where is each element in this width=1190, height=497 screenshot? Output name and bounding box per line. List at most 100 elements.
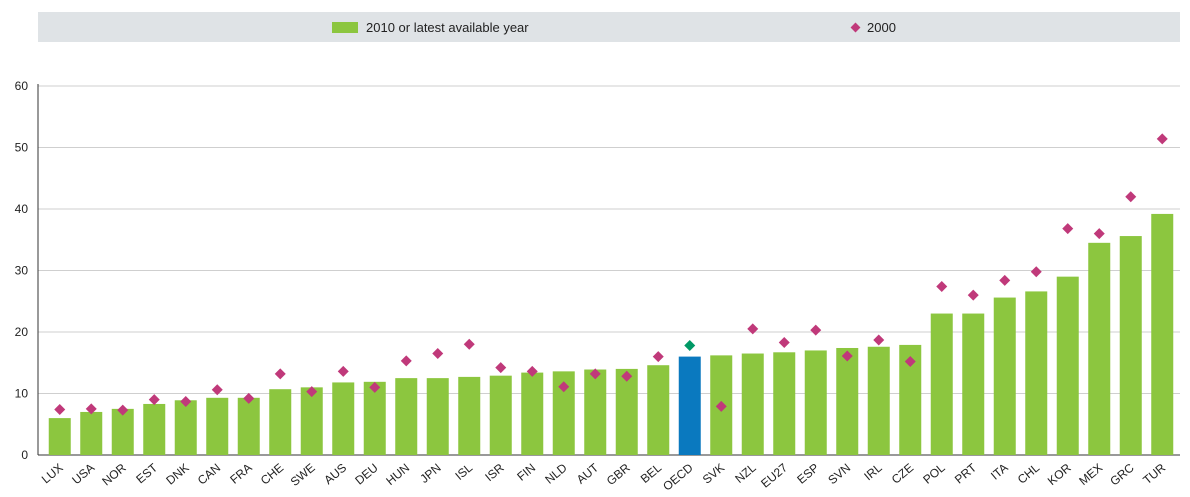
bar-oecd [678, 356, 701, 455]
x-tick-label: KOR [1045, 460, 1074, 488]
marker-can [211, 384, 223, 396]
y-tick-label: 0 [21, 448, 28, 462]
bar-isl [458, 376, 481, 455]
x-tick-label: CZE [889, 461, 916, 487]
bar-mex [1088, 242, 1111, 455]
bar-irl [867, 346, 890, 455]
x-tick-label: NLD [542, 460, 570, 486]
bar-lux [48, 418, 71, 455]
x-tick-label: EST [133, 460, 160, 486]
x-tick-label: ESP [794, 461, 821, 487]
bar-kor [1056, 276, 1079, 455]
y-tick-label: 10 [15, 387, 29, 401]
marker-prt [967, 289, 979, 301]
x-tick-label: SWE [288, 461, 318, 489]
legend-item-2010: 2010 or latest available year [332, 12, 529, 42]
y-tick-label: 50 [15, 141, 29, 155]
marker-eu27 [778, 336, 790, 348]
marker-grc [1125, 191, 1137, 203]
marker-irl [873, 334, 885, 346]
x-tick-label: JPN [417, 461, 443, 486]
marker-mex [1093, 228, 1105, 240]
bar-jpn [426, 378, 449, 455]
marker-cze [904, 356, 916, 368]
x-tick-label: IRL [861, 460, 885, 483]
bar-hun [395, 378, 418, 455]
marker-tur [1156, 133, 1168, 145]
marker-nor [117, 404, 129, 416]
x-tick-label: NZL [732, 460, 759, 486]
x-tick-label: CAN [195, 461, 223, 488]
bar-cze [899, 344, 922, 455]
legend-label-2000: 2000 [867, 19, 896, 35]
x-tick-label: ISR [482, 460, 507, 484]
bar-bel [647, 365, 670, 455]
bar-esp [804, 350, 827, 455]
bar-fin [521, 372, 544, 455]
marker-usa [85, 403, 97, 415]
marker-oecd [684, 340, 696, 352]
x-tick-label: CHL [1015, 460, 1043, 486]
bar-gbr [615, 368, 638, 455]
legend-item-2000: 2000 [850, 12, 896, 42]
legend-label-2010: 2010 or latest available year [366, 19, 529, 35]
x-tick-label: ITA [988, 461, 1011, 483]
legend: 2010 or latest available year 2000 [38, 12, 1180, 42]
y-tick-label: 60 [15, 79, 29, 93]
x-tick-label: PRT [952, 460, 980, 486]
x-tick-label: DEU [352, 461, 380, 488]
bar-nld [552, 371, 575, 455]
x-tick-label: POL [920, 460, 948, 486]
marker-fin [526, 365, 538, 377]
x-tick-label: FRA [227, 461, 254, 487]
bar-tur [1151, 213, 1174, 455]
bar-deu [363, 381, 386, 455]
bar-est [143, 403, 166, 455]
x-tick-label: SVK [700, 461, 727, 487]
marker-gbr [621, 370, 633, 382]
bar-swe [300, 387, 323, 455]
y-tick-label: 20 [15, 325, 29, 339]
marker-chl [1030, 266, 1042, 278]
x-tick-label: TUR [1140, 460, 1168, 487]
legend-swatch-bar [332, 21, 358, 33]
marker-esp [810, 324, 822, 336]
marker-nzl [747, 323, 759, 335]
x-tick-label: MEX [1076, 461, 1105, 488]
marker-svn [841, 350, 853, 362]
bar-chl [1025, 291, 1048, 455]
x-tick-label: DNK [163, 461, 191, 488]
x-tick-label: FIN [514, 461, 538, 484]
y-tick-label: 40 [15, 202, 29, 216]
marker-pol [936, 280, 948, 292]
marker-deu [369, 381, 381, 393]
bar-ita [993, 297, 1016, 455]
marker-est [148, 394, 160, 406]
marker-jpn [432, 348, 444, 360]
bar-grc [1119, 236, 1142, 455]
x-tick-label: SVN [825, 461, 853, 488]
x-tick-label: AUT [574, 460, 602, 487]
bar-aus [332, 382, 355, 455]
x-tick-label: ISL [452, 460, 475, 483]
y-tick-label: 30 [15, 264, 29, 278]
x-tick-label: EU27 [758, 460, 790, 490]
x-tick-label: AUS [321, 461, 349, 488]
bar-eu27 [773, 352, 796, 455]
marker-svk [715, 400, 727, 412]
x-tick-label: GBR [604, 460, 633, 488]
marker-che [274, 368, 286, 380]
bar-nor [111, 408, 134, 455]
bar-usa [80, 411, 103, 455]
x-tick-label: GRC [1107, 460, 1137, 488]
bar-che [269, 389, 292, 455]
bar-nzl [741, 353, 764, 455]
x-tick-label: OECD [660, 460, 696, 493]
bar-aut [584, 369, 607, 455]
x-tick-label: CHE [258, 461, 286, 488]
x-tick-label: LUX [39, 461, 66, 487]
marker-fra [243, 392, 255, 404]
x-tick-label: HUN [383, 461, 412, 488]
marker-isl [463, 338, 475, 350]
